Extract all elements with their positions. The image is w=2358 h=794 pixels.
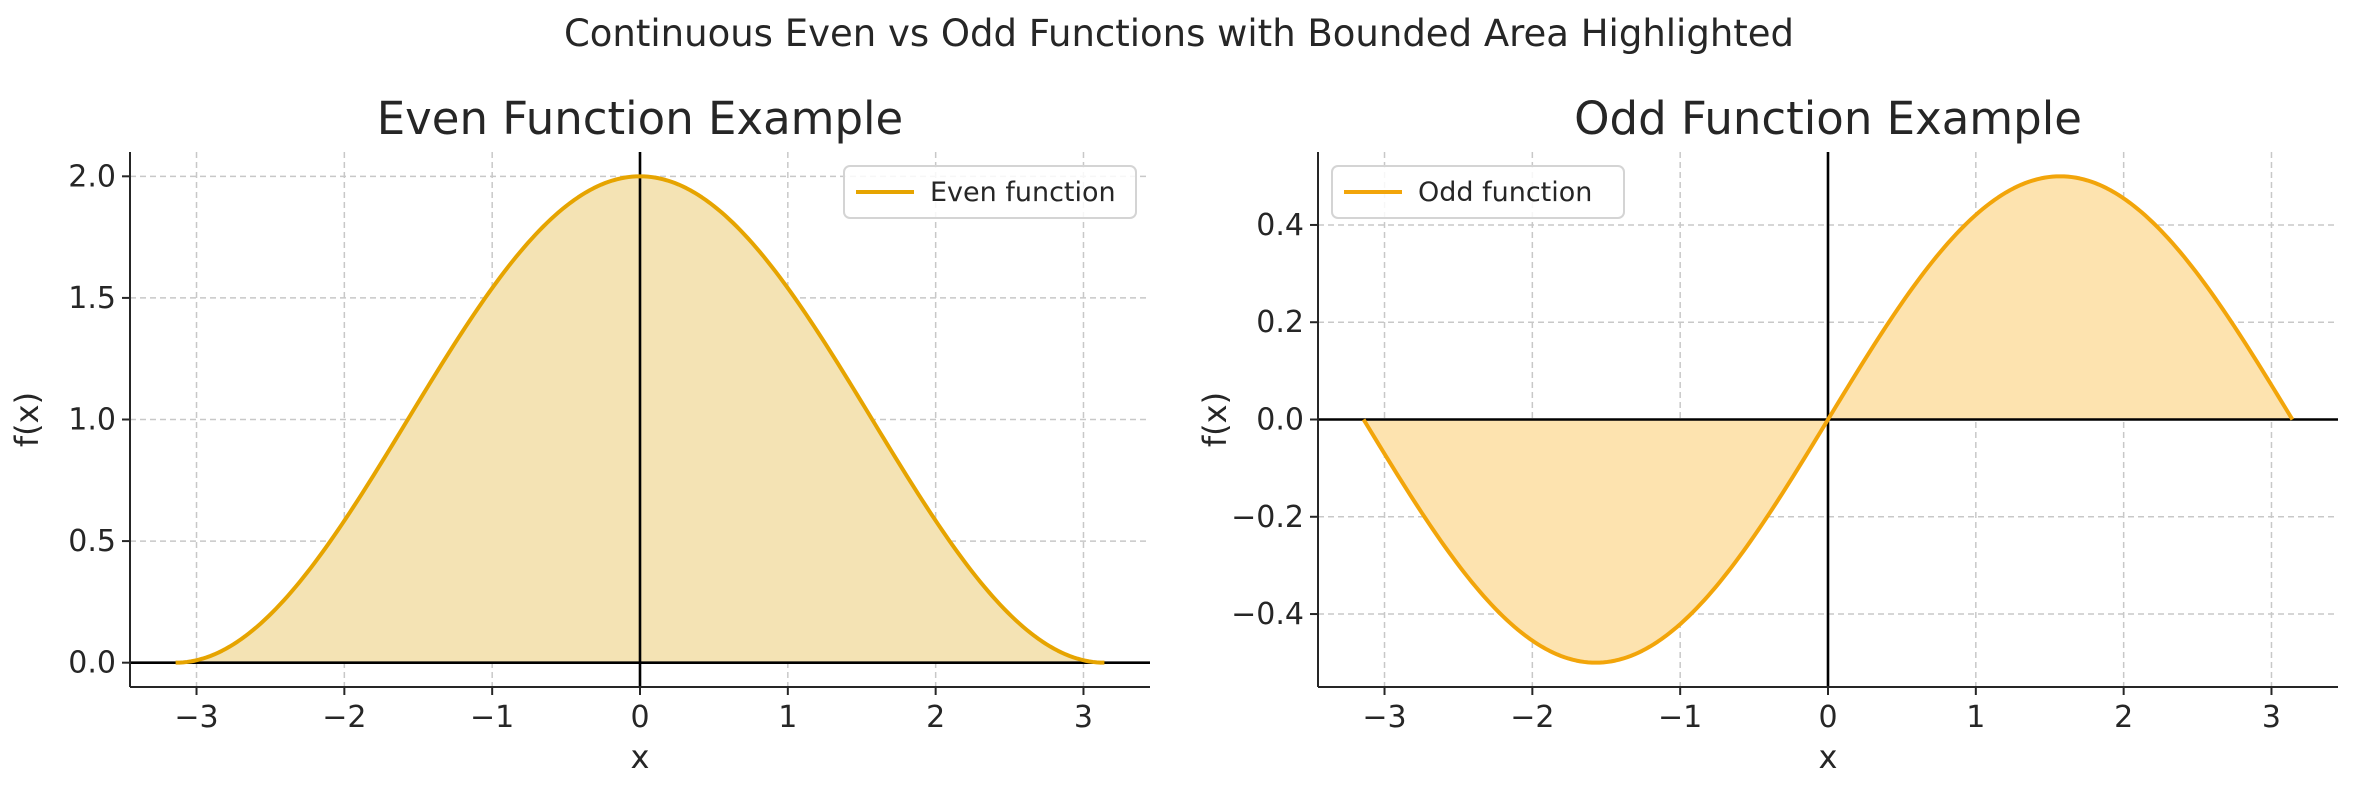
y-axis-label: f(x) xyxy=(1196,392,1234,447)
x-tick-label: 3 xyxy=(1074,700,1093,735)
x-tick-label: −2 xyxy=(322,700,366,735)
y-tick-label: 0.0 xyxy=(68,646,116,681)
y-tick-label: −0.4 xyxy=(1231,597,1304,632)
x-tick-label: −3 xyxy=(1362,700,1406,735)
x-tick-label: 3 xyxy=(2262,700,2281,735)
x-tick-label: 2 xyxy=(926,700,945,735)
legend-box xyxy=(1331,165,1625,219)
odd-function-chart: −3 −2 −1 0 1 2 3 −0.4 −0.2 0.0 0.2 0.4 Odd Function … xyxy=(1196,92,2338,776)
even-chart-title: Even Function Example xyxy=(377,92,904,145)
x-tick-label: 2 xyxy=(2114,700,2133,735)
y-tick-label: 1.0 xyxy=(68,403,116,438)
x-tick-label: −1 xyxy=(1658,700,1702,735)
odd-chart-title: Odd Function Example xyxy=(1574,92,2082,145)
legend-label: Odd function xyxy=(1418,177,1592,208)
y-tick-label: 0.5 xyxy=(68,524,116,559)
y-tick-label: 0.2 xyxy=(1256,305,1304,340)
y-tick-label: 0.0 xyxy=(1256,403,1304,438)
x-tick-label: 1 xyxy=(1966,700,1985,735)
even-function-chart: −3 −2 −1 0 1 2 3 0.0 0.5 1.0 1.5 2.0 Even Function E… xyxy=(8,92,1150,776)
x-tick-label: −2 xyxy=(1510,700,1554,735)
x-tick-label: −3 xyxy=(174,700,218,735)
figure-suptitle: Continuous Even vs Odd Functions with Bo… xyxy=(564,12,1794,55)
x-tick-label: 1 xyxy=(778,700,797,735)
y-axis-label: f(x) xyxy=(8,392,46,447)
x-tick-label: 0 xyxy=(1818,700,1837,735)
x-tick-label: −1 xyxy=(470,700,514,735)
even-legend: Even function xyxy=(843,165,1137,219)
x-tick-label: 0 xyxy=(630,700,649,735)
odd-legend: Odd function xyxy=(1331,165,1625,219)
x-axis-label: x xyxy=(631,738,650,776)
y-tick-label: 1.5 xyxy=(68,281,116,316)
odd-function-line xyxy=(1361,174,2295,665)
legend-box xyxy=(843,165,1137,219)
legend-label: Even function xyxy=(930,177,1116,208)
even-function-line xyxy=(175,174,1105,665)
y-tick-label: −0.2 xyxy=(1231,500,1304,535)
y-tick-label: 2.0 xyxy=(68,159,116,194)
y-tick-label: 0.4 xyxy=(1256,208,1304,243)
x-axis-label: x xyxy=(1819,738,1838,776)
